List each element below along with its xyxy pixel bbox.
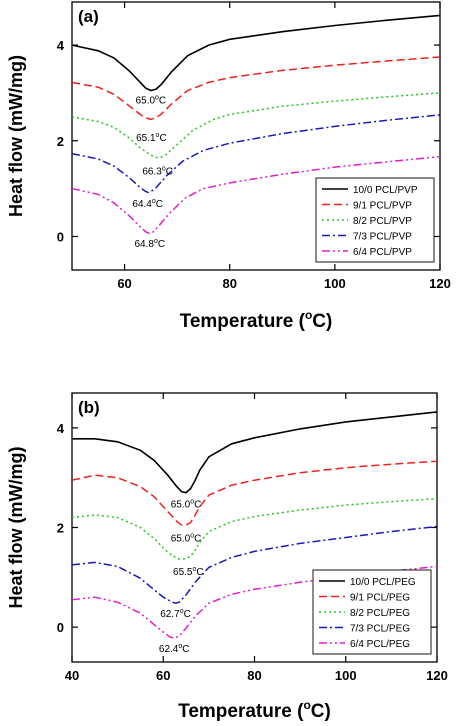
y-tick-label: 0 (57, 620, 64, 635)
y-tick-label: 4 (57, 421, 65, 436)
legend: 10/0 PCL/PVP 9/1 PCL/PVP 8/2 PCL/PVP 7/3 PC… (315, 177, 435, 263)
series-line-1 (72, 411, 437, 494)
peak-annotation: 64.4oC (132, 198, 163, 210)
peak-annotation: 65.0oC (136, 94, 167, 106)
legend-label: 6/4 PCL/PEG (350, 639, 410, 650)
series-line-4 (72, 525, 437, 604)
legend-box (312, 569, 432, 655)
peak-annotation: 65.0oC (171, 499, 202, 511)
series-line-3 (72, 92, 440, 159)
x-axis-label: Temperature (oC) (178, 698, 331, 722)
x-tick-label: 60 (156, 668, 170, 683)
legend-box (315, 177, 435, 263)
legend-label: 8/2 PCL/PVP (353, 216, 412, 227)
peak-annotation: 65.5oC (173, 566, 204, 578)
peak-annotation: 62.7oC (160, 608, 191, 620)
legend: 10/0 PCL/PEG 9/1 PCL/PEG 8/2 PCL/PEG 7/3 PC… (312, 569, 432, 655)
series-line-2 (72, 56, 440, 121)
panel-label: (b) (78, 398, 100, 417)
y-tick-label: 0 (57, 230, 64, 245)
panel-label: (a) (78, 7, 99, 26)
x-tick-label: 40 (65, 668, 79, 683)
y-tick-label: 2 (57, 134, 64, 149)
y-tick-label: 2 (57, 521, 64, 536)
legend-label: 6/4 PCL/PVP (353, 247, 412, 258)
x-tick-label: 60 (117, 276, 131, 291)
series-line-5 (72, 565, 437, 639)
legend-label: 10/0 PCL/PEG (350, 577, 416, 588)
series-line-2 (72, 460, 437, 526)
legend-label: 7/3 PCL/PVP (353, 232, 412, 243)
series-line-4 (72, 114, 440, 194)
x-axis-label: Temperature (oC) (180, 308, 333, 332)
peak-annotation: 66.3oC (142, 165, 173, 177)
x-tick-label: 120 (429, 276, 451, 291)
legend-label: 10/0 PCL/PVP (353, 185, 418, 196)
y-axis-label: Heat flow (mW/mg) (6, 447, 26, 609)
legend-label: 8/2 PCL/PEG (350, 608, 410, 619)
x-tick-label: 80 (222, 276, 236, 291)
x-tick-label: 80 (247, 668, 261, 683)
legend-label: 7/3 PCL/PEG (350, 624, 410, 635)
x-tick-label: 120 (426, 668, 448, 683)
peak-annotation: 65.0oC (171, 532, 202, 544)
x-tick-label: 100 (324, 276, 346, 291)
legend-label: 9/1 PCL/PVP (353, 201, 412, 212)
series-line-3 (72, 497, 437, 561)
x-tick-label: 100 (335, 668, 357, 683)
peak-annotation: 64.8oC (135, 238, 166, 250)
series-line-1 (72, 14, 440, 92)
chart-panel-a: 60 80 100 120 0 2 4 (a) Heat flow (mW/mg) Tempera… (6, 1, 451, 332)
legend-label: 9/1 PCL/PEG (350, 593, 410, 604)
chart-panel-b: 40 60 80 100 120 0 2 4 (b) Heat flow (mW/mg) Tempe… (6, 392, 448, 722)
plot-frame (71, 1, 441, 271)
peak-annotation: 65.1oC (136, 132, 167, 144)
series-line-5 (72, 155, 440, 235)
y-axis-label: Heat flow (mW/mg) (6, 55, 26, 217)
y-tick-label: 4 (57, 38, 65, 53)
peak-annotation: 62.4oC (159, 643, 190, 655)
